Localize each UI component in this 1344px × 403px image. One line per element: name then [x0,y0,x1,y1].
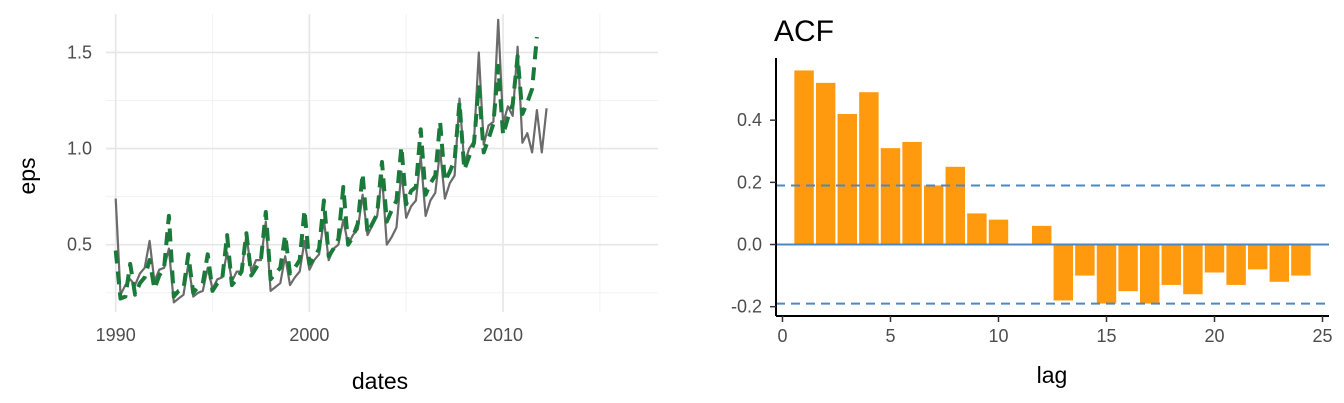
eps-time-series-panel: 0.5 1.0 1.5 1990 2000 2010 dates eps [14,14,658,394]
acf-reference-lines [776,184,1329,305]
left-y-tick-label: 1.5 [67,42,92,62]
acf-bar [1161,244,1182,285]
acf-bar [967,213,987,245]
acf-x-tick-label: 10 [988,326,1008,346]
left-y-tick-label: 1.0 [67,139,92,159]
acf-bar [945,166,966,245]
fitted-eps-line [113,36,539,301]
acf-bar [859,92,879,245]
acf-y-tick-label: 0.0 [737,235,762,255]
acf-bar [794,70,814,245]
acf-bar [1226,244,1246,285]
left-series-lines [113,18,548,304]
acf-bar [1053,244,1074,301]
acf-x-tick-label: 15 [1096,326,1116,346]
acf-bar [1139,244,1160,304]
left-y-tick-label: 0.5 [67,235,92,255]
acf-bar [880,148,901,245]
acf-bar [837,113,858,245]
acf-y-tick-label: 0.4 [737,110,762,130]
acf-bar [1291,244,1311,276]
acf-x-tick-label: 0 [777,326,787,346]
actual-eps-line [114,18,548,304]
acf-bar [988,219,1009,245]
left-x-tick-label: 1990 [96,325,136,345]
left-y-tick-labels: 0.5 1.0 1.5 [67,42,92,254]
left-x-tick-label: 2010 [483,325,523,345]
acf-bar [1204,244,1225,273]
acf-bar [1118,244,1138,292]
acf-bar [1247,244,1268,270]
left-x-tick-labels: 1990 2000 2010 [96,325,523,345]
left-y-axis-title: eps [14,157,40,194]
left-gridlines [106,14,658,312]
acf-bar [1075,244,1095,276]
acf-x-axis-title: lag [1037,362,1068,388]
acf-bar [1031,225,1052,245]
acf-y-tick-label: 0.2 [737,172,762,192]
acf-title: ACF [774,15,834,48]
acf-bar [1096,244,1117,304]
acf-bar [815,82,836,245]
acf-x-tick-label: 5 [885,326,895,346]
acf-bars [794,70,1311,304]
acf-axes [770,58,1329,322]
acf-x-tick-label: 20 [1204,326,1224,346]
acf-x-tick-labels: 0 5 10 15 20 25 [777,326,1332,346]
acf-bar [923,185,944,245]
left-x-tick-label: 2000 [289,325,329,345]
acf-y-tick-label: -0.2 [731,297,762,317]
acf-x-tick-label: 25 [1313,326,1333,346]
left-x-axis-title: dates [352,368,408,394]
acf-bar [1183,244,1203,295]
acf-panel: ACF -0.2 0.0 0.2 0.4 0 5 10 15 20 25 lag [731,15,1333,388]
acf-bar [902,141,922,245]
acf-y-tick-labels: -0.2 0.0 0.2 0.4 [731,110,762,317]
acf-bar [1269,244,1290,282]
